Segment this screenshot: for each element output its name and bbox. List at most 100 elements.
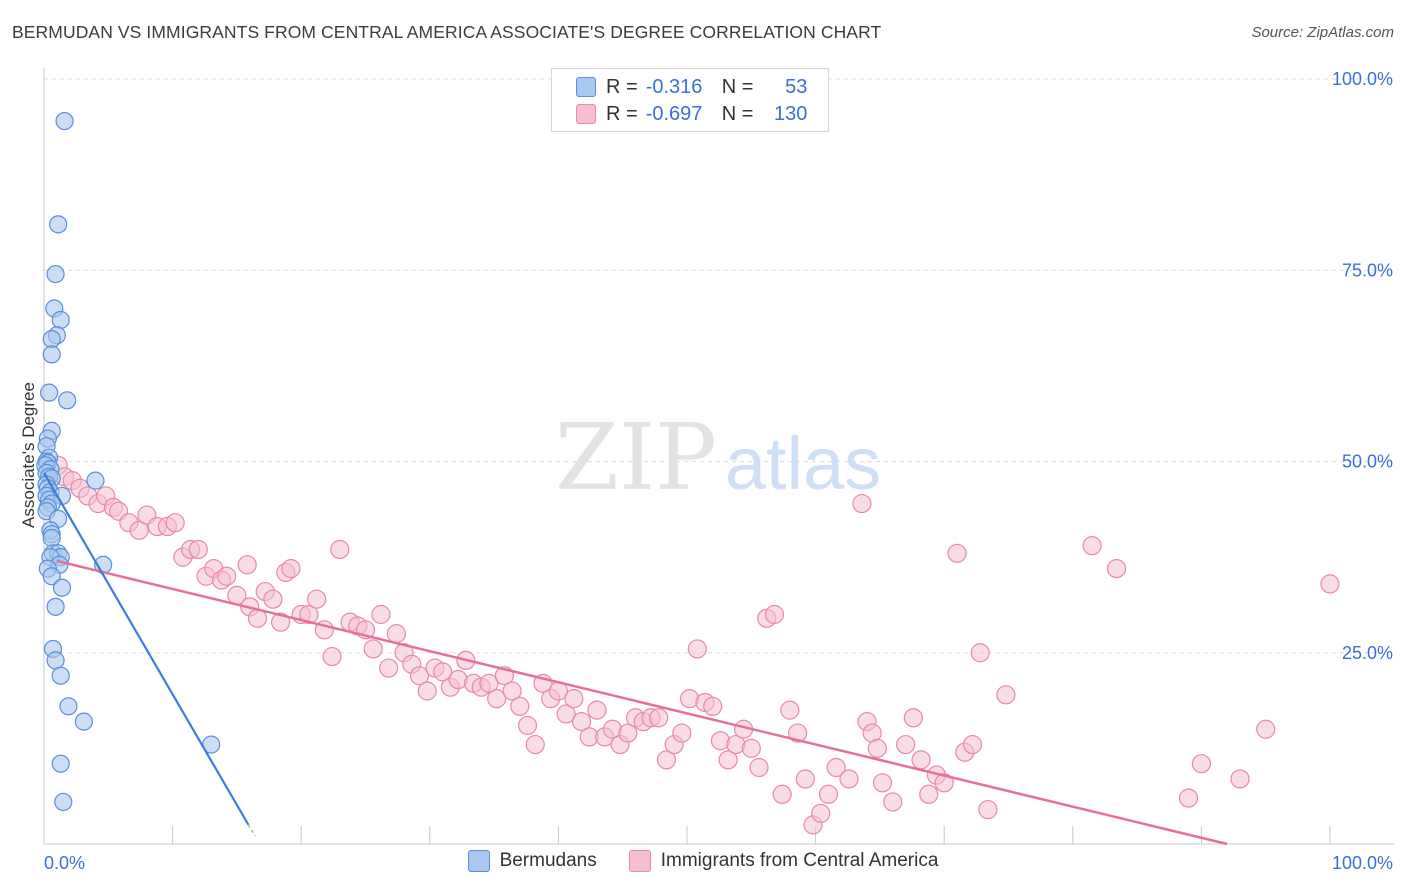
data-point-immigrants: [672, 723, 692, 743]
data-point-immigrants: [787, 723, 808, 743]
watermark-atlas: atlas: [725, 422, 881, 505]
data-point-bermudans: [58, 391, 77, 410]
data-point-bermudans: [42, 345, 61, 364]
data-point-immigrants: [811, 803, 831, 824]
data-point-immigrants: [947, 543, 967, 563]
data-point-immigrants: [433, 662, 453, 682]
data-point-immigrants: [510, 696, 530, 716]
data-point-immigrants: [299, 604, 319, 625]
data-point-immigrants: [656, 750, 677, 770]
tick-labels: 25.0% 50.0% 75.0% 100.0% 0.0% 100.0%: [44, 69, 1393, 873]
legend-r-value: -0.316: [645, 75, 703, 98]
data-point-immigrants: [867, 738, 887, 758]
legend-item-bermudans[interactable]: Bermudans: [467, 850, 597, 872]
y-tick-label: 100.0%: [1332, 69, 1393, 89]
y-tick-label: 25.0%: [1342, 643, 1393, 663]
data-point-immigrants: [996, 685, 1016, 705]
data-point-immigrants: [517, 715, 538, 736]
x-tick-label: 0.0%: [44, 853, 85, 873]
data-point-immigrants: [237, 555, 257, 575]
data-point-immigrants: [371, 604, 391, 625]
data-point-bermudans: [51, 310, 70, 330]
data-point-immigrants: [217, 566, 237, 586]
axes: [43, 68, 1394, 845]
trend-lines: [43, 472, 1228, 846]
legend-r-label: R =: [606, 102, 638, 125]
data-point-immigrants: [772, 784, 792, 804]
legend-swatch-blue: [467, 850, 490, 872]
data-point-bermudans: [42, 567, 61, 586]
data-point-immigrants: [903, 708, 923, 728]
data-point-bermudans: [49, 215, 68, 234]
data-point-bermudans: [86, 471, 105, 490]
legend-label-bermudans: Bermudans: [499, 850, 597, 871]
data-point-immigrants: [749, 757, 769, 778]
data-point-immigrants: [281, 558, 301, 579]
legend-swatch-pink: [576, 104, 596, 124]
data-point-immigrants: [188, 539, 208, 560]
data-point-immigrants: [379, 658, 399, 678]
data-point-bermudans: [59, 697, 78, 716]
x-tick-label: 100.0%: [1332, 853, 1393, 873]
data-point-immigrants: [564, 689, 584, 709]
data-point-immigrants: [409, 666, 430, 686]
data-point-immigrants: [165, 513, 185, 533]
y-tick-label: 50.0%: [1342, 452, 1393, 472]
y-tick-label: 75.0%: [1342, 260, 1393, 280]
legend-r-value: -0.697: [645, 102, 703, 125]
data-point-immigrants: [129, 520, 149, 540]
data-point-immigrants: [852, 493, 872, 514]
series-immigrants-points: [48, 455, 1340, 835]
legend-row-immigrants: R = -0.697 N = 130: [576, 101, 807, 127]
data-point-bermudans: [54, 792, 73, 812]
data-point-immigrants: [271, 612, 291, 632]
data-point-bermudans: [46, 597, 65, 616]
data-point-immigrants: [934, 773, 954, 793]
data-point-bermudans: [46, 264, 65, 284]
data-point-immigrants: [911, 750, 931, 770]
data-point-immigrants: [649, 708, 669, 728]
chart-title: BERMUDAN VS IMMIGRANTS FROM CENTRAL AMER…: [12, 22, 882, 42]
data-point-immigrants: [618, 723, 638, 743]
data-point-immigrants: [741, 738, 761, 758]
data-point-immigrants: [502, 681, 522, 701]
data-point-immigrants: [1082, 536, 1102, 556]
data-point-bermudans: [55, 111, 74, 131]
data-point-immigrants: [764, 604, 785, 625]
data-point-immigrants: [703, 696, 723, 716]
data-point-immigrants: [525, 734, 545, 755]
data-point-bermudans: [42, 528, 61, 548]
data-point-immigrants: [587, 700, 607, 720]
trend-line-immigrants: [56, 559, 1228, 846]
data-point-bermudans: [40, 383, 59, 402]
series-bermudans-points: [36, 111, 221, 812]
data-point-immigrants: [1320, 574, 1340, 594]
data-point-immigrants: [883, 792, 903, 812]
data-point-immigrants: [263, 589, 283, 609]
watermark-zip: ZIP: [555, 404, 717, 511]
series-legend: Bermudans Immigrants from Central Americ…: [0, 850, 1406, 872]
data-point-immigrants: [307, 589, 327, 609]
data-point-immigrants: [896, 734, 916, 755]
data-point-immigrants: [978, 799, 998, 820]
data-point-immigrants: [363, 639, 383, 659]
legend-n-label: N =: [721, 75, 754, 98]
data-point-immigrants: [872, 773, 893, 793]
legend-item-immigrants[interactable]: Immigrants from Central America: [628, 850, 938, 872]
data-point-immigrants: [1256, 719, 1276, 739]
trend-line-bermudans-extension: [247, 824, 256, 837]
data-point-immigrants: [479, 673, 499, 693]
source-credit: Source: ZipAtlas.com: [1251, 24, 1394, 41]
data-point-immigrants: [386, 624, 406, 644]
data-point-immigrants: [1191, 754, 1212, 774]
data-point-bermudans: [46, 651, 65, 670]
legend-swatch-pink: [628, 850, 651, 872]
legend-swatch-blue: [576, 77, 596, 97]
trend-line-bermudans: [43, 472, 250, 826]
stats-legend: R = -0.316 N = 53 R = -0.697 N = 130: [551, 68, 829, 132]
legend-n-value: 130: [774, 102, 808, 125]
data-point-immigrants: [919, 784, 939, 804]
data-point-immigrants: [487, 689, 507, 709]
data-point-immigrants: [330, 539, 350, 560]
